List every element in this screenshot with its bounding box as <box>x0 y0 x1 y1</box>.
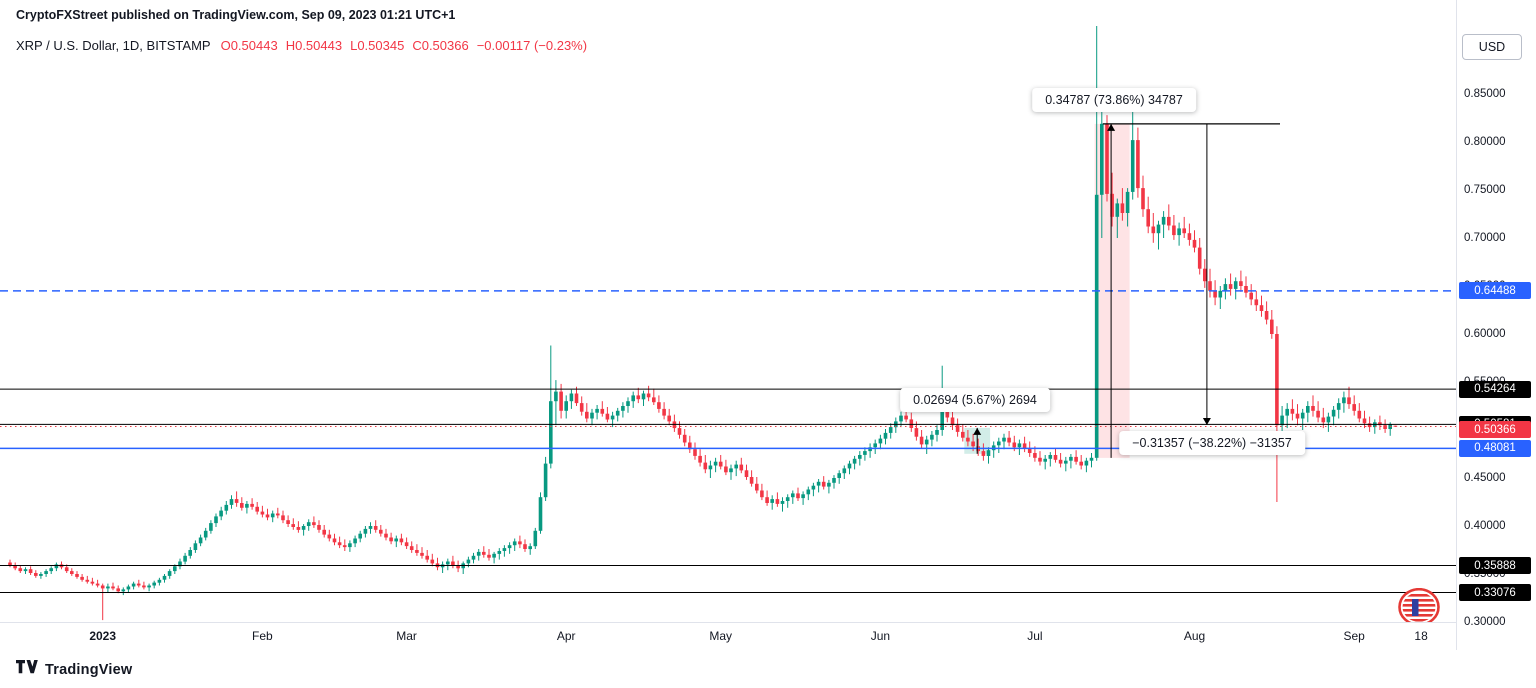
price-axis[interactable]: 0.850000.800000.750000.700000.650000.600… <box>1456 0 1536 650</box>
price-change: −0.00117 (−0.23%) <box>476 38 588 53</box>
price-level-badge: 0.35888 <box>1459 557 1531 574</box>
time-tick: Feb <box>252 629 273 643</box>
price-level-badge: 0.64488 <box>1459 282 1531 300</box>
price-level-badge: 0.50366 <box>1459 421 1531 438</box>
time-tick: Apr <box>556 629 576 643</box>
price-tick: 0.70000 <box>1464 232 1506 244</box>
price-tick: 0.45000 <box>1464 472 1506 484</box>
ohlc-low: L0.50345 <box>350 38 405 53</box>
time-tick: Sep <box>1343 629 1365 643</box>
measure-gain-label[interactable]: 0.34787 (73.86%) 34787 <box>1032 88 1196 112</box>
price-tick: 0.85000 <box>1464 88 1506 100</box>
ohlc-high: H0.50443 <box>285 38 343 53</box>
symbol-title[interactable]: XRP / U.S. Dollar, 1D, BITSTAMP <box>16 38 211 53</box>
time-tick: Aug <box>1183 629 1206 643</box>
price-tick: 0.80000 <box>1464 136 1506 148</box>
price-tick: 0.40000 <box>1464 520 1506 532</box>
price-tick: 0.75000 <box>1464 184 1506 196</box>
time-tick: Jun <box>870 629 891 643</box>
ohlc-close: C0.50366 <box>412 38 469 53</box>
time-tick: 2023 <box>89 629 117 643</box>
price-tick: 0.30000 <box>1464 616 1506 628</box>
footer-branding: TradingView <box>16 659 132 680</box>
time-tick: 18 <box>1414 629 1428 643</box>
time-tick: May <box>709 629 733 643</box>
currency-toggle-button[interactable]: USD <box>1462 34 1522 60</box>
price-tick: 0.60000 <box>1464 328 1506 340</box>
price-level-badge: 0.48081 <box>1459 439 1531 457</box>
measure-small-gain-label[interactable]: 0.02694 (5.67%) 2694 <box>900 388 1050 412</box>
tradingview-logo-icon <box>16 659 38 680</box>
symbol-info-bar: XRP / U.S. Dollar, 1D, BITSTAMP O0.50443 H… <box>16 38 587 53</box>
time-tick: Jul <box>1027 629 1043 643</box>
attribution-text: CryptoFXStreet published on TradingView.… <box>16 8 456 22</box>
price-level-badge: 0.33076 <box>1459 584 1531 601</box>
candlestick-chart[interactable] <box>0 0 1456 650</box>
ohlc-open: O0.50443 <box>220 38 278 53</box>
time-tick: Mar <box>396 629 417 643</box>
measure-loss-label[interactable]: −0.31357 (−38.22%) −31357 <box>1119 431 1305 455</box>
price-level-badge: 0.54264 <box>1459 380 1531 398</box>
time-axis[interactable]: 2023 Feb Mar Apr May Jun Jul Aug Sep 18 <box>0 622 1456 651</box>
tradingview-wordmark[interactable]: TradingView <box>45 661 133 678</box>
